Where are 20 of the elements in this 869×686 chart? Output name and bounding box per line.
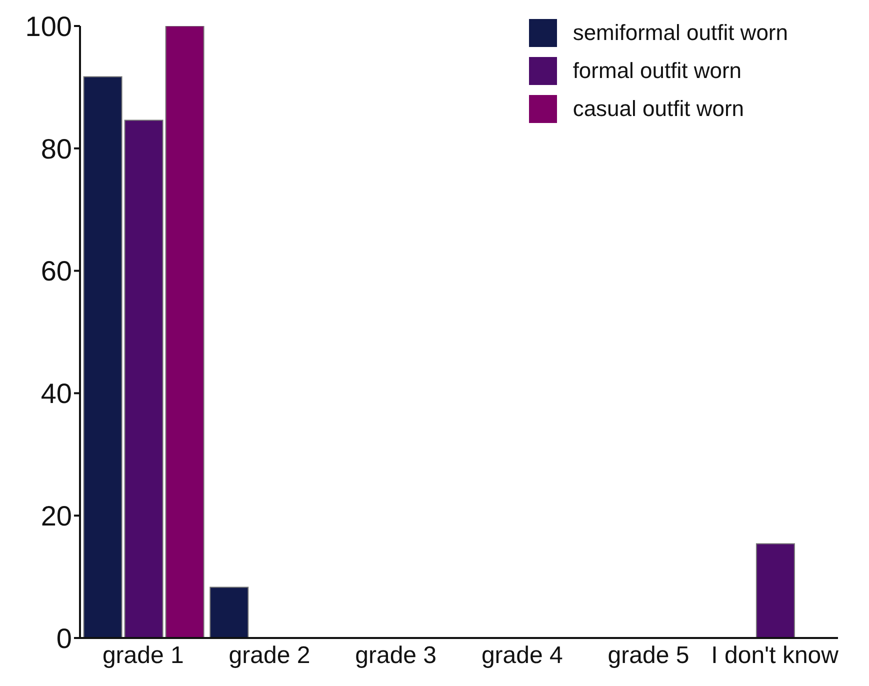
y-tick-label: 0 [56,622,72,654]
y-tick-label: 40 [40,378,72,410]
legend-label: formal outfit worn [572,57,742,85]
x-tick-label: grade 4 [481,642,563,670]
x-tick-label: grade 1 [102,642,184,670]
x-tick-label: grade 5 [608,642,690,670]
y-tick-label: 100 [25,10,72,42]
legend-label: casual outfit worn [572,95,744,123]
y-tick-label: 80 [40,133,72,164]
y-tick-label: 60 [40,256,72,287]
bar [124,120,164,638]
bar [83,76,122,638]
x-tick-label: I don't know [711,642,840,670]
bar [165,26,204,638]
x-tick-label: grade 3 [355,642,437,670]
y-tick-label: 20 [40,500,72,532]
bar [210,586,249,638]
bar [756,543,795,638]
legend-label: semiformal outfit worn [572,19,788,47]
x-tick-label: grade 2 [228,642,310,670]
